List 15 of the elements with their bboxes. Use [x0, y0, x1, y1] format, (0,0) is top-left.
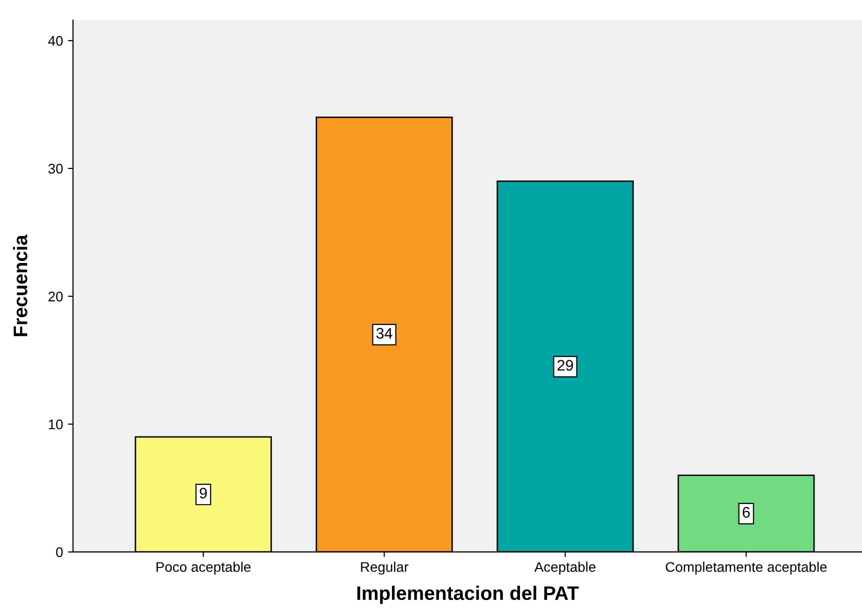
y-tick-label: 20 — [48, 292, 63, 302]
x-tick-label: Aceptable — [534, 562, 596, 575]
data-label: 6 — [742, 506, 750, 518]
x-axis-title: Implementacion del PAT — [357, 586, 579, 604]
data-label: 9 — [200, 488, 207, 499]
y-tick-label: 10 — [48, 419, 63, 430]
data-label: 29 — [557, 360, 573, 371]
y-axis-title: Frecuencia — [13, 234, 28, 336]
x-tick-label: Completamente aceptable — [666, 562, 827, 575]
y-tick-label: 30 — [48, 164, 63, 174]
data-label: 34 — [376, 328, 392, 339]
y-tick-label: 40 — [48, 36, 63, 46]
x-tick-label: Regular — [361, 562, 408, 575]
y-tick-label: 0 — [56, 547, 63, 558]
x-tick-label: Poco aceptable — [156, 562, 251, 575]
